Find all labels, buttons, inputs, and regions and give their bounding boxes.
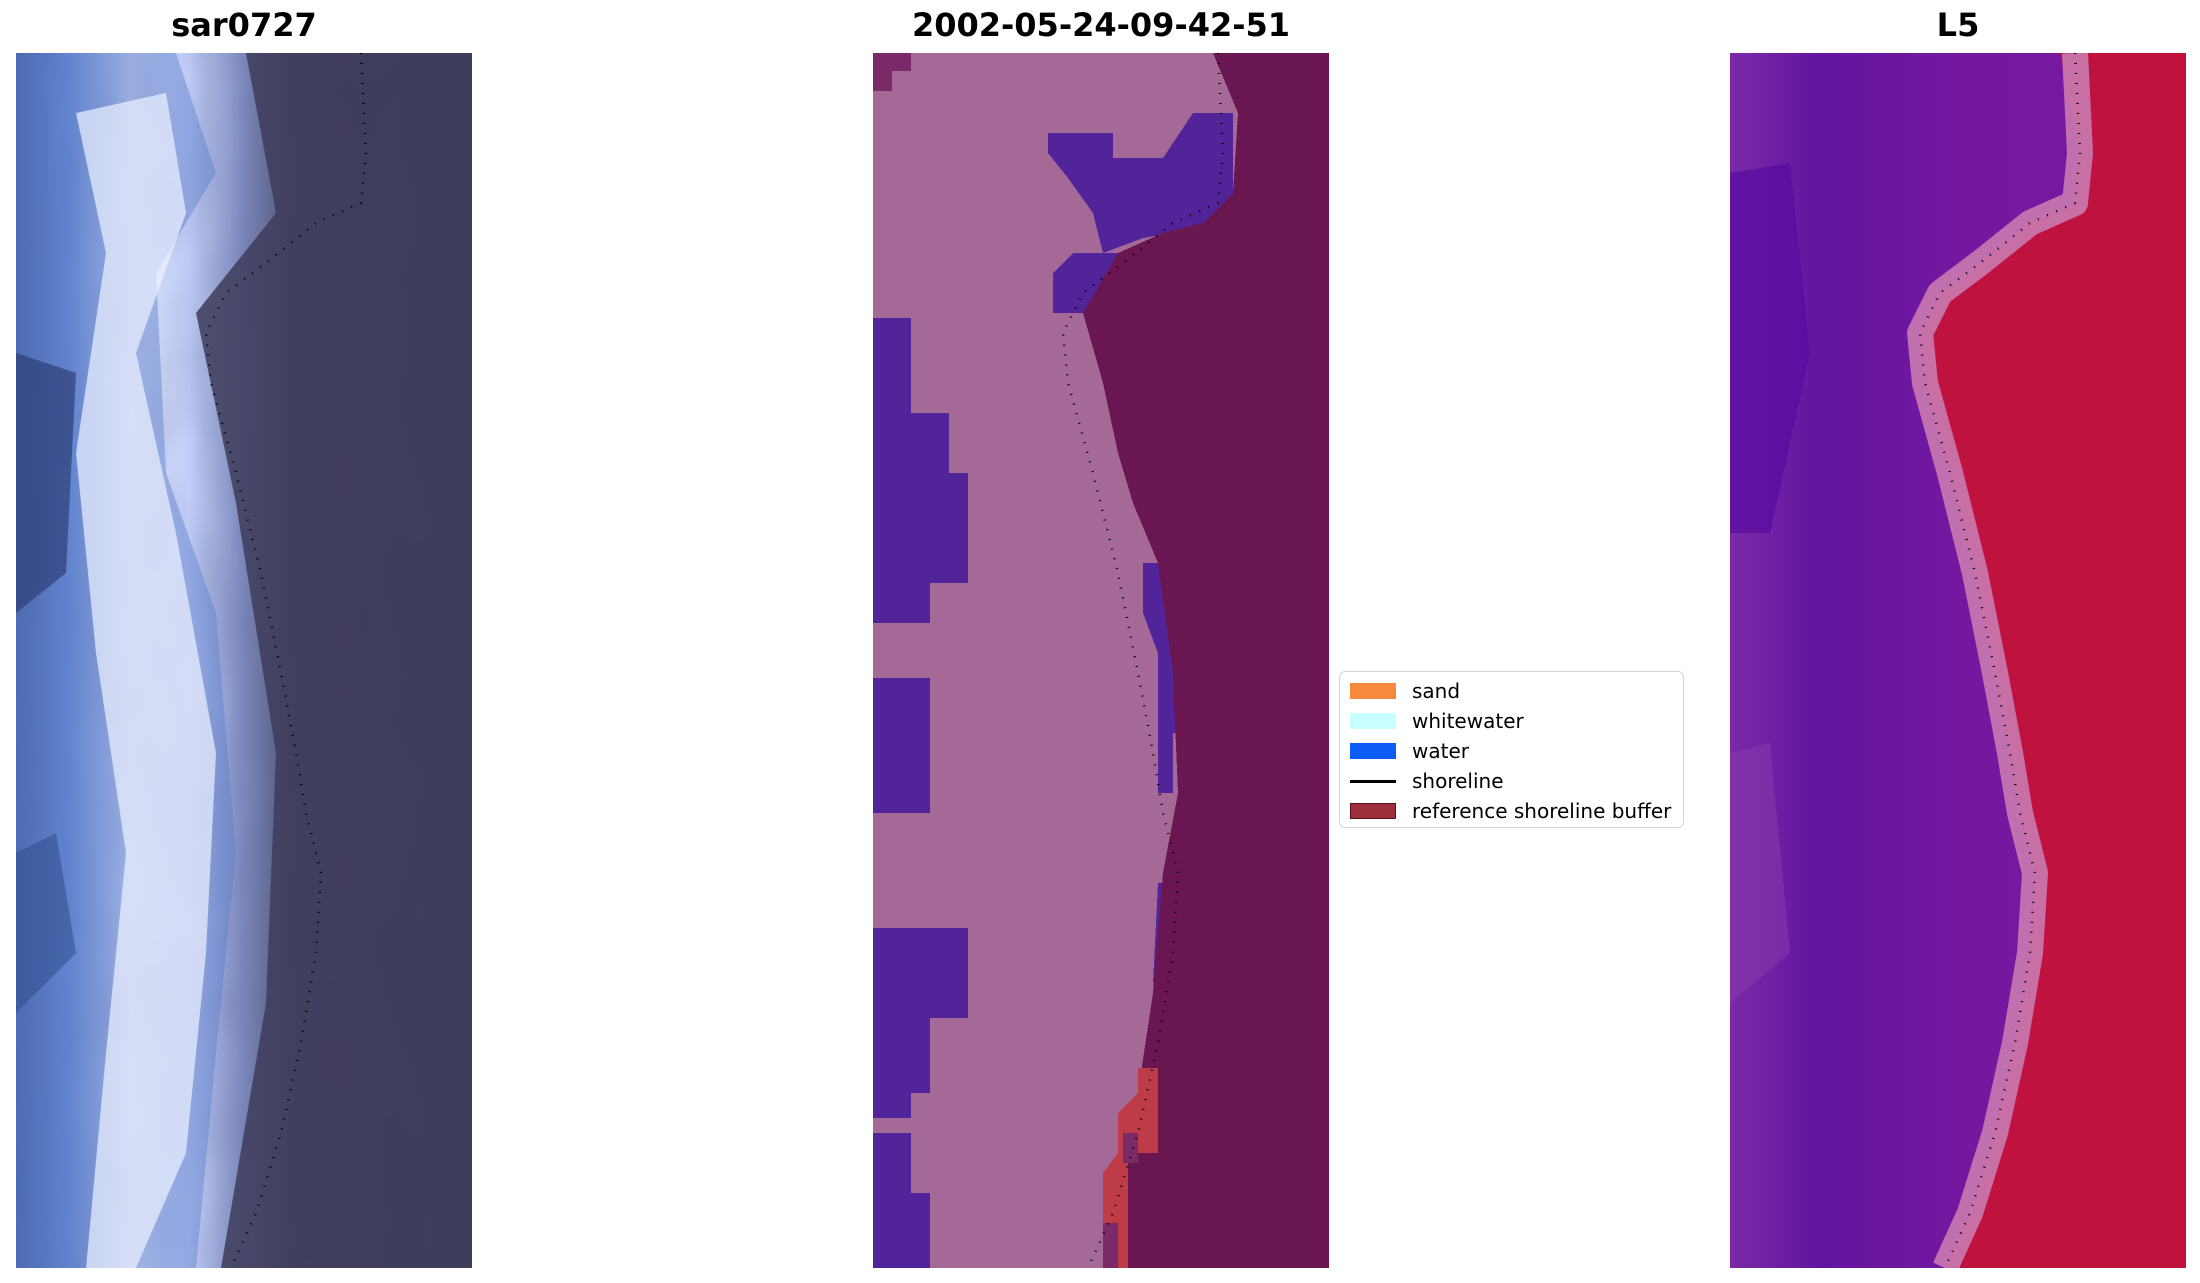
classified-image-panel bbox=[873, 53, 1329, 1268]
rgb-image-panel bbox=[16, 53, 472, 1268]
mndwi-image-panel bbox=[1730, 53, 2186, 1268]
mndwi-image bbox=[1730, 53, 2186, 1268]
legend-item-buffer: reference shoreline buffer bbox=[1350, 796, 1673, 826]
legend-label-water: water bbox=[1412, 739, 1469, 763]
panel-title-rgb: sar0727 bbox=[171, 6, 317, 44]
panel-title-classified: 2002-05-24-09-42-51 bbox=[911, 6, 1291, 44]
legend-label-buffer: reference shoreline buffer bbox=[1412, 799, 1672, 823]
legend: sand whitewater water shoreline referenc… bbox=[1339, 671, 1684, 828]
legend-item-sand: sand bbox=[1350, 676, 1673, 706]
shoreline-line-icon bbox=[1350, 779, 1396, 783]
legend-item-water: water bbox=[1350, 736, 1673, 766]
rgb-image bbox=[16, 53, 472, 1268]
panel-title-mndwi: L5 bbox=[1936, 6, 1980, 44]
classified-image bbox=[873, 53, 1329, 1268]
legend-item-shoreline: shoreline bbox=[1350, 766, 1673, 796]
legend-label-whitewater: whitewater bbox=[1412, 709, 1524, 733]
legend-label-shoreline: shoreline bbox=[1412, 769, 1504, 793]
legend-item-whitewater: whitewater bbox=[1350, 706, 1673, 736]
whitewater-swatch bbox=[1350, 713, 1396, 729]
buffer-swatch bbox=[1350, 803, 1396, 819]
sand-swatch bbox=[1350, 683, 1396, 699]
legend-label-sand: sand bbox=[1412, 679, 1461, 703]
water-swatch bbox=[1350, 743, 1396, 759]
